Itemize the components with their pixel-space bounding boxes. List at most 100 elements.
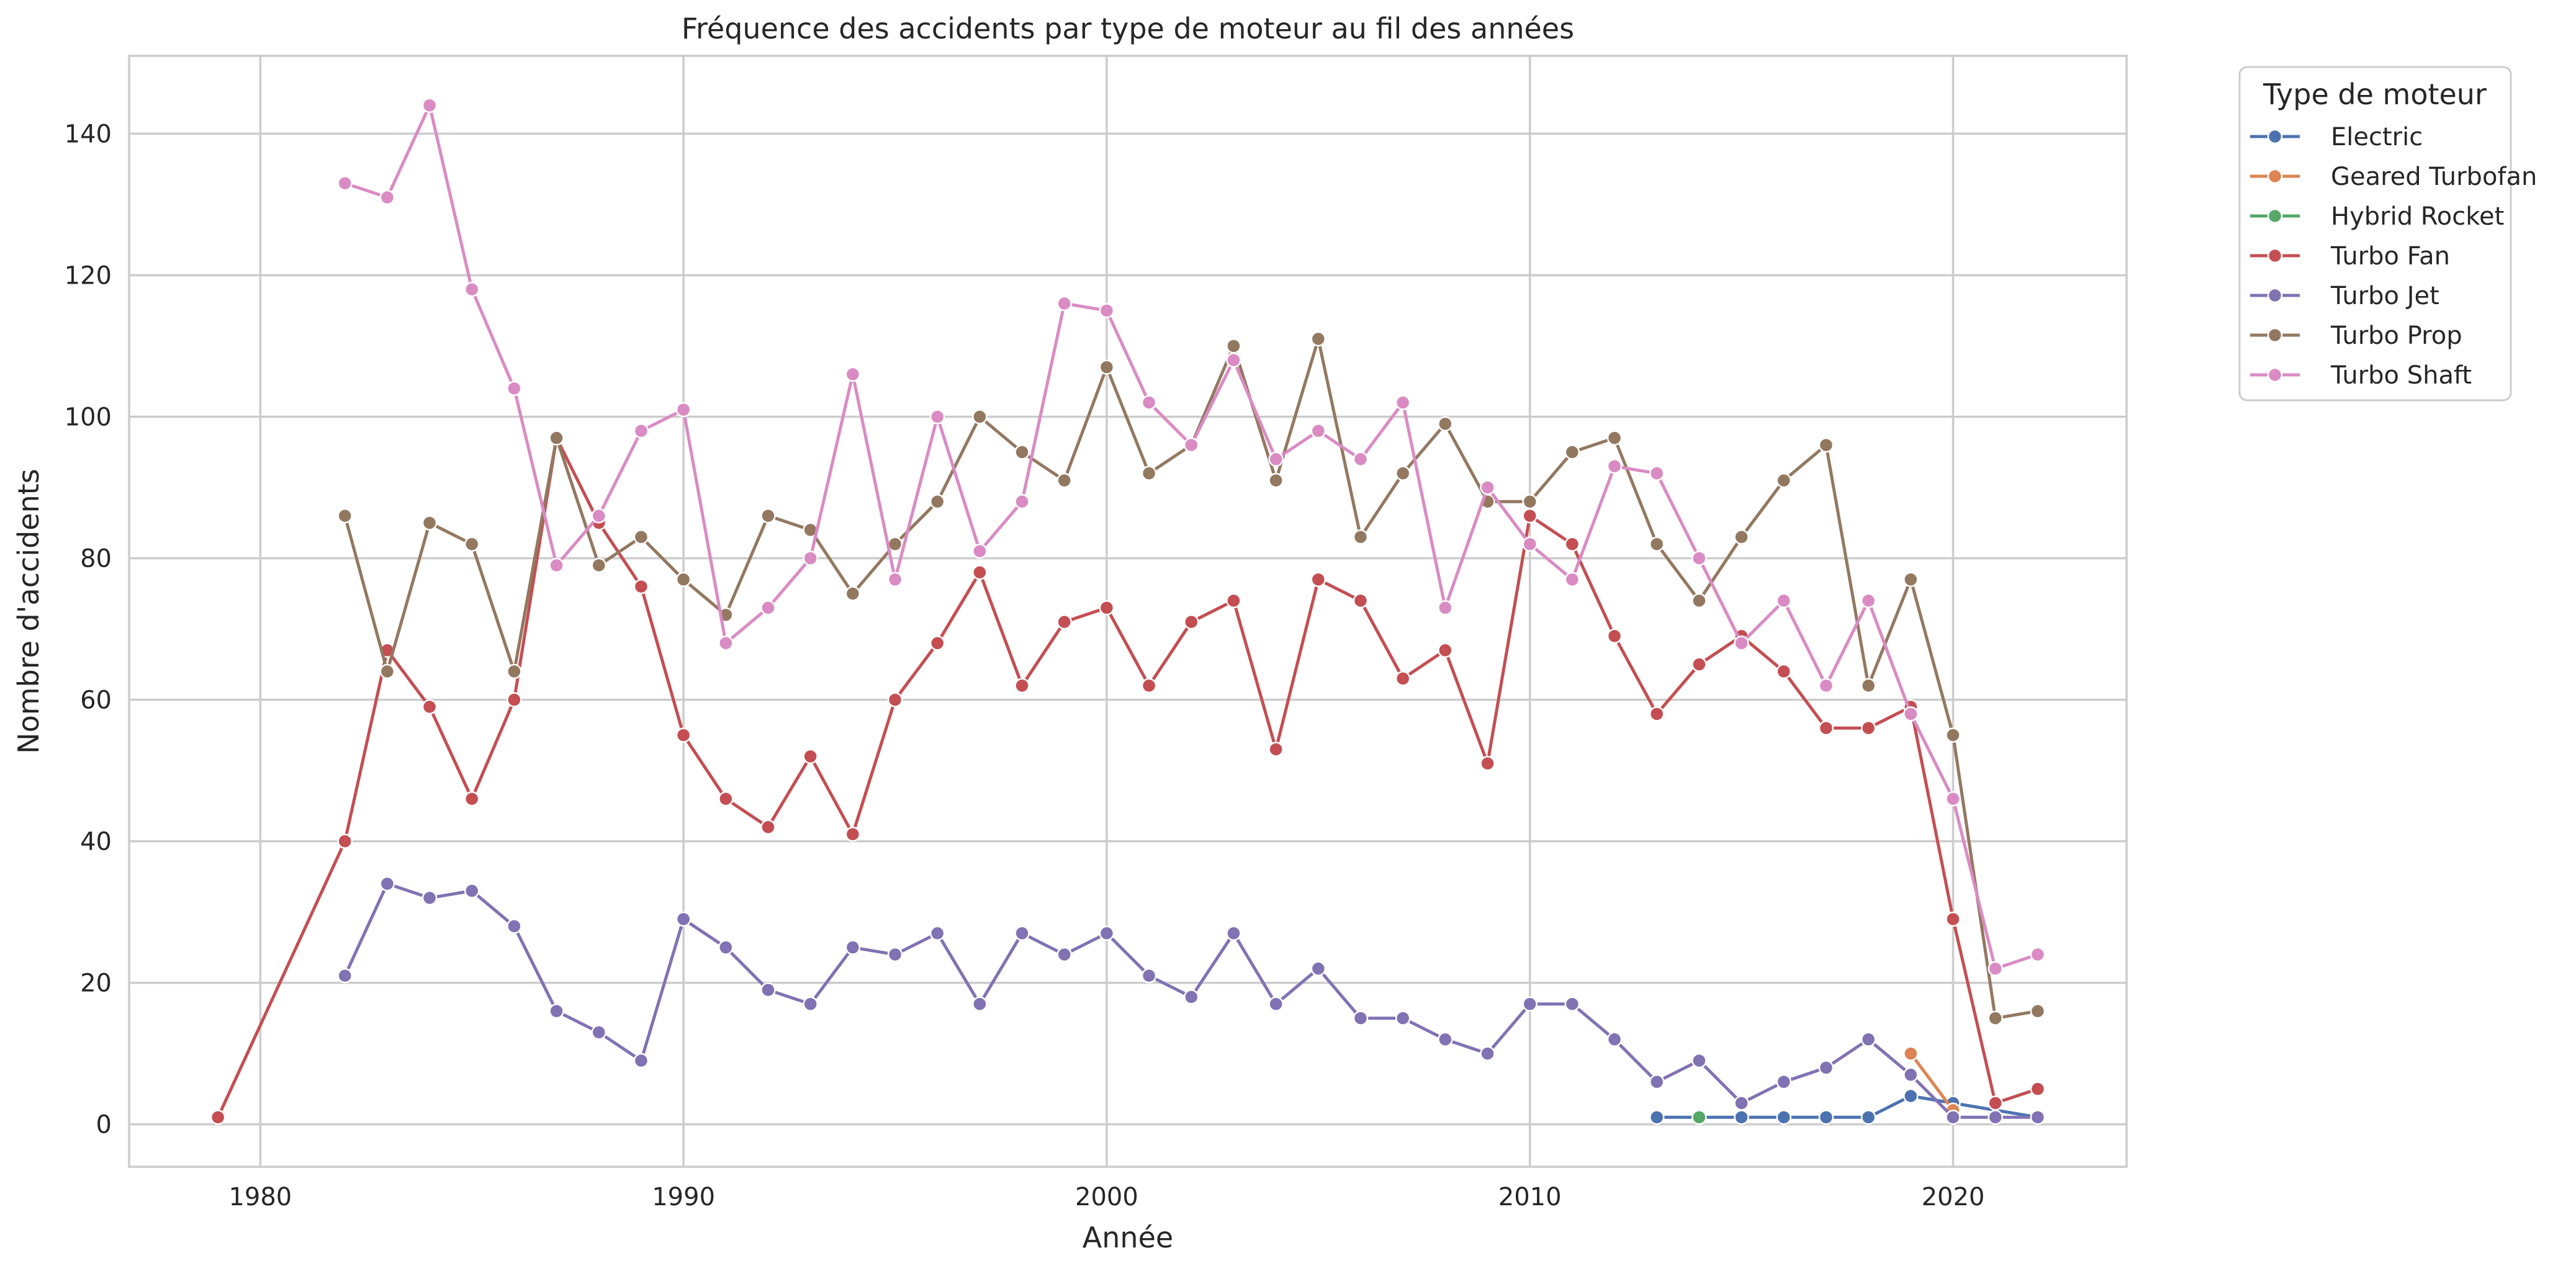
data-point <box>1691 657 1707 672</box>
data-point <box>421 515 438 531</box>
data-point <box>1099 925 1115 941</box>
legend-title: Type de moteur <box>2263 78 2487 111</box>
data-point <box>2030 1003 2046 1019</box>
legend-label: Geared Turbofan <box>2331 163 2537 191</box>
data-point <box>1056 614 1072 630</box>
data-point <box>1056 472 1072 488</box>
data-point <box>1141 968 1157 984</box>
data-point <box>1310 423 1326 439</box>
data-point <box>1691 593 1707 609</box>
data-point <box>675 572 691 587</box>
y-tick-label: 20 <box>80 969 112 998</box>
data-point <box>1480 755 1495 771</box>
data-point <box>1691 550 1707 566</box>
data-point <box>1606 430 1623 446</box>
data-point <box>1606 628 1623 644</box>
legend-label: Electric <box>2331 123 2423 151</box>
data-point <box>1480 1046 1495 1061</box>
legend-item: Turbo Shaft <box>2250 361 2472 390</box>
data-point <box>929 925 945 941</box>
data-point <box>633 1053 649 1069</box>
chart-title: Fréquence des accidents par type de mote… <box>682 12 1574 45</box>
data-point <box>337 175 353 191</box>
legend-marker <box>2267 248 2283 264</box>
data-point <box>549 1003 564 1019</box>
data-point <box>1522 494 1538 510</box>
data-point <box>1945 911 1961 927</box>
data-point <box>1141 678 1157 693</box>
data-point <box>972 543 988 559</box>
data-point <box>1564 996 1580 1012</box>
data-point <box>507 663 522 680</box>
data-point <box>1903 1088 1919 1104</box>
series-group <box>337 97 2046 977</box>
data-point <box>1734 529 1749 545</box>
legend-marker <box>2267 208 2283 224</box>
data-point <box>2030 1081 2046 1097</box>
data-point <box>1860 1031 1876 1048</box>
legend-marker <box>2267 327 2283 343</box>
series-line <box>1909 1052 1955 1112</box>
data-point <box>633 423 649 439</box>
series-lines <box>210 97 2046 1125</box>
legend-label: Hybrid Rocket <box>2331 202 2504 231</box>
data-point <box>1649 1109 1665 1125</box>
data-point <box>1988 1109 2003 1125</box>
data-point <box>1014 678 1030 693</box>
x-axis-label: Année <box>1083 1221 1173 1254</box>
data-point <box>929 636 945 651</box>
tick-labels: 1980 1990 2000 2010 2020 0 20 40 60 80 100 120 140 <box>65 120 1985 1211</box>
data-point <box>1310 572 1326 587</box>
data-point <box>1988 1010 2003 1026</box>
data-point <box>1818 1109 1834 1125</box>
data-point <box>2030 1109 2046 1125</box>
data-point <box>633 578 649 595</box>
data-point <box>675 402 691 418</box>
data-point <box>1268 451 1284 467</box>
data-point <box>718 791 734 807</box>
data-point <box>2030 946 2046 963</box>
data-point <box>1945 1109 1961 1125</box>
data-point <box>1522 536 1538 552</box>
legend-box <box>2238 66 2512 402</box>
data-point <box>1522 996 1538 1012</box>
legend-item: Geared Turbofan <box>2250 163 2537 191</box>
data-point <box>1776 593 1792 609</box>
data-point <box>1903 1067 1919 1083</box>
data-point <box>803 996 818 1012</box>
data-point <box>507 380 522 397</box>
data-point <box>929 409 945 425</box>
y-tick-label: 140 <box>65 120 112 148</box>
data-point <box>972 996 988 1012</box>
data-point <box>1988 1095 2003 1111</box>
data-point <box>1268 742 1284 757</box>
data-point <box>845 586 861 601</box>
data-point <box>718 636 734 651</box>
data-point <box>1056 946 1072 963</box>
data-point <box>1860 1109 1876 1125</box>
legend-marker <box>2267 367 2283 383</box>
data-point <box>760 819 776 835</box>
data-point <box>1141 395 1157 410</box>
data-point <box>379 189 395 205</box>
data-point <box>1310 961 1326 977</box>
y-tick-label: 80 <box>80 544 112 573</box>
legend-item: Electric <box>2250 123 2423 151</box>
y-tick-label: 100 <box>65 403 112 431</box>
data-point <box>1353 529 1369 545</box>
data-point <box>633 529 649 545</box>
data-point <box>1564 572 1580 587</box>
data-point <box>1776 663 1792 680</box>
y-tick-label: 40 <box>80 828 112 856</box>
data-point <box>1226 338 1241 354</box>
data-point <box>845 366 861 382</box>
data-point <box>549 430 564 446</box>
data-point <box>1860 678 1876 693</box>
data-point <box>1564 536 1580 552</box>
data-point <box>1988 961 2003 977</box>
data-point <box>379 663 395 680</box>
legend-item: Turbo Prop <box>2250 321 2462 350</box>
data-point <box>421 890 438 906</box>
